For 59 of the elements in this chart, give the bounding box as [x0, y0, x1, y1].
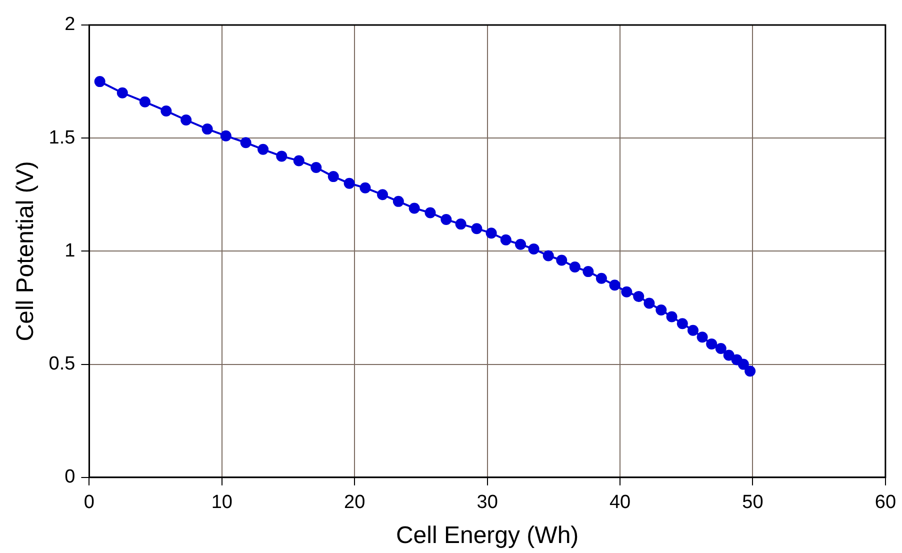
point: [515, 238, 526, 250]
point: [644, 298, 655, 309]
x-tick-label: 10: [211, 492, 232, 514]
point: [666, 311, 678, 322]
point: [706, 338, 718, 350]
point: [715, 342, 726, 354]
point: [240, 137, 252, 148]
point: [609, 280, 620, 291]
y-tick-label: 2: [64, 14, 76, 36]
point: [293, 155, 304, 166]
point: [344, 178, 355, 189]
point: [596, 272, 607, 284]
point: [744, 366, 756, 377]
point: [486, 228, 497, 239]
point: [202, 124, 213, 135]
point: [676, 318, 688, 330]
point: [180, 114, 192, 126]
point: [542, 250, 554, 262]
point: [139, 96, 150, 108]
point: [656, 304, 667, 316]
point: [258, 144, 269, 155]
x-tick-label: 60: [874, 492, 896, 514]
point: [116, 87, 128, 98]
point: [688, 324, 699, 336]
x-tick-label: 30: [476, 492, 498, 514]
point: [376, 189, 388, 200]
point: [360, 182, 371, 194]
point: [556, 254, 568, 266]
point: [276, 150, 288, 162]
point: [696, 332, 708, 343]
y-axis-title: Cell Potential (V): [12, 161, 40, 342]
point: [220, 130, 232, 142]
point: [392, 196, 404, 207]
point: [408, 202, 420, 214]
y-tick-label: 0.5: [48, 354, 76, 375]
x-tick-label: 40: [609, 492, 631, 514]
point: [440, 214, 452, 226]
point: [723, 350, 734, 361]
x-tick-label: 0: [84, 492, 94, 514]
point: [455, 218, 466, 230]
x-axis-title: Cell Energy (Wh): [396, 522, 579, 550]
point: [582, 266, 594, 278]
point: [621, 286, 632, 298]
point: [310, 162, 322, 174]
x-tick-label: 50: [742, 492, 764, 514]
y-tick-label: 0: [64, 466, 76, 488]
x-tick-label: 20: [344, 492, 366, 514]
point: [500, 234, 512, 246]
point: [424, 207, 436, 218]
point: [569, 262, 580, 273]
point: [528, 243, 540, 254]
y-tick-label: 1.5: [48, 127, 76, 148]
point: [94, 76, 106, 88]
point: [328, 171, 339, 182]
y-tick-label: 1: [64, 240, 76, 262]
point: [160, 105, 172, 116]
point: [471, 223, 482, 234]
point: [633, 290, 644, 302]
point: [738, 358, 749, 370]
